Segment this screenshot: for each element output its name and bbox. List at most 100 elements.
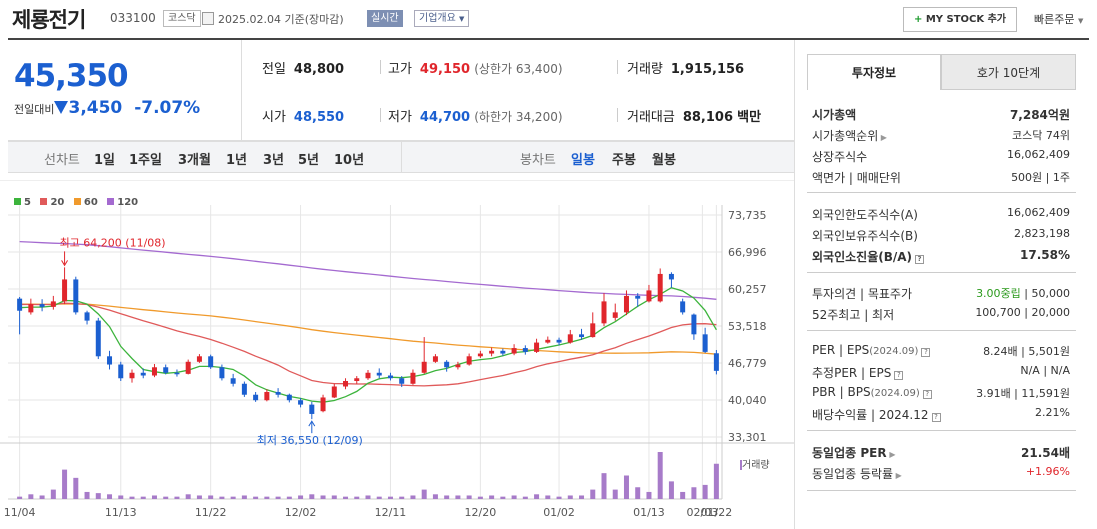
volume-bar <box>601 473 607 499</box>
candle-body <box>174 372 180 375</box>
legend-ma5: 5 <box>14 197 31 208</box>
volume-bar <box>522 496 528 499</box>
x-tick-label: 12/11 <box>375 506 407 519</box>
volume-bar <box>286 496 292 499</box>
company-overview-dropdown[interactable]: 기업개요 ▼ <box>414 10 470 27</box>
volume-bar <box>668 481 674 499</box>
volume-bar <box>421 489 427 499</box>
stock-code: 033100 <box>110 11 156 25</box>
candle-weekly[interactable]: 주봉 <box>612 153 636 168</box>
stat-value: 88,106 <box>682 110 734 125</box>
candle-body <box>73 279 79 313</box>
tab-invest-info[interactable]: 투자정보 <box>807 54 941 90</box>
info-row: PER | EPS(2024.09)? 8.24배 | 5,501원 <box>812 343 1070 363</box>
info-value: 8.24배 | 5,501원 <box>983 345 1070 358</box>
x-tick-label: 11/04 <box>4 506 36 519</box>
volume-bar <box>545 495 551 499</box>
candle-body <box>489 350 495 354</box>
divider <box>807 490 1076 491</box>
info-label[interactable]: 동일업종 PER ▶ <box>812 446 896 460</box>
volume-bar <box>590 489 596 499</box>
stat-label: 전일 <box>262 62 286 77</box>
chevron-down-icon: ▼ <box>459 15 465 23</box>
add-mystock-button[interactable]: + MY STOCK 추가 <box>903 7 1017 32</box>
volume-bar <box>264 496 270 499</box>
stat-prev: 전일 48,800 <box>262 58 344 77</box>
info-value: 코스닥 74위 <box>1012 129 1070 142</box>
candle-body <box>39 304 45 307</box>
info-value: 16,062,409 <box>1007 206 1070 219</box>
info-tabs: 투자정보 호가 10단계 <box>807 54 1076 90</box>
period-1w[interactable]: 1주일 <box>129 153 162 168</box>
candle-body <box>590 323 596 338</box>
period-1d[interactable]: 1일 <box>94 153 116 168</box>
info-row: 동일업종 PER ▶ 21.54배 <box>812 444 1070 464</box>
info-row: 추정PER | EPS? N/A | N/A <box>812 364 1070 384</box>
volume-legend-swatch <box>740 460 742 470</box>
fast-order-label: 빠른주문 <box>1034 13 1075 26</box>
info-label: 외국인한도주식수(A) <box>812 208 918 222</box>
period-3y[interactable]: 3년 <box>263 153 285 168</box>
info-value: +1.96% <box>1025 465 1070 478</box>
candle-body <box>253 394 259 401</box>
info-label: 상장주식수 <box>812 150 868 164</box>
divider <box>617 108 618 122</box>
info-value: 17.58% <box>1020 248 1070 262</box>
candle-body <box>646 290 652 302</box>
stat-value: 1,915,156 <box>670 62 745 77</box>
plus-icon: + <box>913 14 923 25</box>
fast-order-link[interactable]: 빠른주문 ▼ <box>1034 11 1083 27</box>
stat-volume: 거래량 1,915,156 <box>627 58 744 77</box>
candle-body <box>522 348 528 352</box>
candle-body <box>567 334 573 343</box>
volume-bar <box>646 491 652 499</box>
tab-orderbook[interactable]: 호가 10단계 <box>941 54 1076 90</box>
line-chart-label: 선차트 <box>44 153 80 168</box>
period-5y[interactable]: 5년 <box>298 153 320 168</box>
stat-value: 48,550 <box>293 110 345 125</box>
stat-low: 저가 44,700 (하한가 34,200) <box>388 106 563 125</box>
legend-ma20: 20 <box>40 197 64 208</box>
volume-bar <box>320 495 326 499</box>
help-icon[interactable]: ? <box>915 255 925 264</box>
info-row: 시가총액 7,284억원 <box>812 106 1070 126</box>
y-tick-label: 53,518 <box>728 320 767 333</box>
volume-bar <box>309 494 315 499</box>
price-chart[interactable]: 73,735 66,996 60,257 53,518 46,779 40,040 33,3… <box>0 180 794 529</box>
legend-swatch <box>107 198 115 205</box>
period-10y[interactable]: 10년 <box>334 153 365 168</box>
help-icon[interactable]: ? <box>921 348 931 357</box>
help-icon[interactable]: ? <box>931 413 941 422</box>
candle-body <box>196 356 202 362</box>
candle-body <box>635 295 641 299</box>
period-1y[interactable]: 1년 <box>226 153 248 168</box>
help-icon[interactable]: ? <box>922 390 932 399</box>
info-label[interactable]: 동일업종 등락률 ▶ <box>812 467 902 481</box>
candle-body <box>713 353 719 371</box>
x-tick-label: 11/13 <box>105 506 137 519</box>
period-3m[interactable]: 3개월 <box>178 153 211 168</box>
info-row: 외국인소진율(B/A)? 17.58% <box>812 248 1070 268</box>
candle-monthly[interactable]: 월봉 <box>652 153 676 168</box>
help-icon[interactable]: ? <box>894 371 904 380</box>
volume-bar <box>466 495 472 499</box>
stat-value: 49,150 <box>419 62 471 77</box>
volume-bar <box>365 495 371 499</box>
realtime-button[interactable]: 실시간 <box>367 10 403 27</box>
legend-ma60: 60 <box>73 197 98 208</box>
info-label[interactable]: 시가총액순위 ▶ <box>812 129 887 143</box>
current-price: 45,350 <box>14 58 129 94</box>
target-price: | 50,000 <box>1020 287 1070 300</box>
candle-body <box>219 367 225 379</box>
candle-daily[interactable]: 일봉 <box>571 153 595 168</box>
volume-bar <box>62 469 68 499</box>
period-bar: 선차트 1일 1주일 3개월 1년 3년 5년 10년 봉차트 일봉 주봉 월봉 <box>8 141 794 173</box>
volume-bar <box>219 496 225 499</box>
candle-body <box>331 386 337 398</box>
y-tick-label: 73,735 <box>728 209 767 222</box>
volume-bar <box>567 495 573 499</box>
down-triangle-icon <box>54 101 69 114</box>
candle-body <box>320 397 326 412</box>
volume-bar <box>17 496 23 499</box>
candle-body <box>691 314 697 335</box>
